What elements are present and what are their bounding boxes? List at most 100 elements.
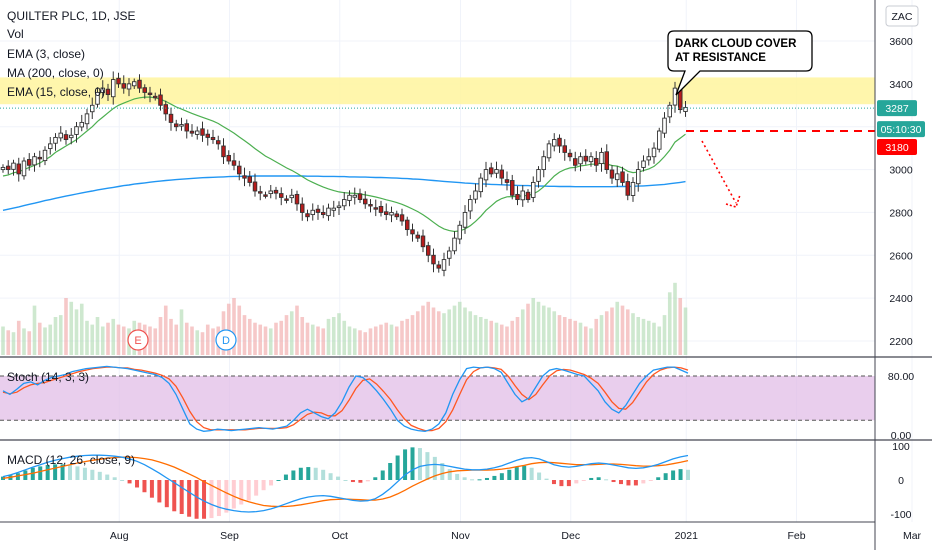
macd-histogram-bar bbox=[343, 480, 348, 481]
volume-bar bbox=[200, 332, 205, 355]
price-tick-label: 2800 bbox=[889, 207, 913, 219]
macd-histogram-bar bbox=[432, 456, 437, 480]
stoch-band bbox=[0, 376, 875, 421]
candle-body bbox=[310, 209, 316, 216]
volume-bar bbox=[646, 320, 651, 355]
volume-bar bbox=[394, 326, 399, 355]
volume-bar bbox=[158, 317, 163, 355]
candle-body bbox=[242, 175, 247, 179]
candle-body bbox=[620, 171, 625, 183]
macd-histogram-bar bbox=[90, 469, 95, 480]
volume-bar bbox=[673, 282, 677, 355]
volume-bar bbox=[583, 326, 588, 355]
macd-histogram-bar bbox=[105, 474, 110, 480]
volume-bar bbox=[90, 324, 95, 355]
volume-bar bbox=[163, 305, 168, 355]
volume-bar bbox=[531, 298, 536, 355]
volume-bar bbox=[358, 330, 362, 355]
dividend-marker[interactable] bbox=[215, 329, 237, 351]
volume-bars bbox=[1, 282, 688, 355]
candle-body bbox=[672, 87, 678, 106]
candle-body bbox=[168, 113, 174, 123]
volume-bar bbox=[111, 318, 116, 355]
stoch-tick-label: 0.00 bbox=[891, 430, 912, 442]
last-price-tag bbox=[877, 100, 917, 117]
volume-bar bbox=[11, 332, 16, 355]
candle-body bbox=[100, 87, 105, 93]
volume-bar bbox=[499, 324, 504, 355]
ma200-line bbox=[2, 175, 686, 211]
volume-bar bbox=[247, 318, 252, 355]
volume-bar bbox=[636, 317, 641, 355]
candle-body bbox=[541, 156, 547, 171]
volume-bar bbox=[48, 324, 53, 355]
earnings-marker[interactable] bbox=[127, 329, 149, 351]
candle-body bbox=[536, 169, 541, 182]
volume-bar bbox=[279, 320, 284, 355]
candle-body bbox=[21, 160, 27, 177]
volume-bar bbox=[85, 320, 89, 355]
candle-body bbox=[184, 123, 189, 132]
candle-body bbox=[588, 156, 594, 163]
legend-vol: Vol bbox=[7, 27, 24, 41]
level-price-tag bbox=[877, 139, 917, 155]
candle-body bbox=[53, 136, 58, 144]
volume-bar bbox=[242, 315, 247, 355]
annotation-callout[interactable]: DARK CLOUD COVER AT RESISTANCE bbox=[667, 30, 813, 96]
macd-histogram-bar bbox=[194, 480, 199, 519]
macd-histogram-bar bbox=[686, 469, 690, 480]
macd-histogram-bar bbox=[149, 480, 154, 498]
macd-histogram-bar bbox=[276, 480, 281, 481]
macd-histogram-bar bbox=[216, 480, 221, 517]
macd-histogram-bar bbox=[499, 473, 504, 480]
volume-bar bbox=[121, 326, 126, 355]
volume-bar bbox=[562, 317, 567, 355]
macd-tick-label: 0 bbox=[898, 475, 904, 487]
volume-bar bbox=[1, 326, 5, 355]
macd-histogram-bar bbox=[187, 480, 192, 517]
candle-body bbox=[37, 156, 43, 160]
candle-body bbox=[205, 133, 210, 138]
candle-body bbox=[68, 134, 74, 139]
annotation-bubble bbox=[667, 30, 813, 96]
volume-bar bbox=[195, 330, 200, 355]
volume-bar bbox=[100, 326, 105, 355]
macd-histogram-bar bbox=[45, 465, 50, 480]
macd-histogram-bar bbox=[30, 467, 35, 480]
volume-bar bbox=[436, 311, 441, 355]
candle-body bbox=[410, 229, 415, 235]
countdown-tag bbox=[877, 121, 925, 138]
candle-body bbox=[630, 181, 636, 196]
volume-bar bbox=[484, 318, 488, 355]
volume-bar bbox=[494, 322, 499, 355]
candle-body bbox=[95, 91, 100, 105]
volume-bar bbox=[552, 311, 557, 355]
macd-histogram-bar bbox=[425, 452, 430, 480]
candle-body bbox=[32, 156, 37, 166]
volume-bar bbox=[237, 305, 242, 355]
volume-bar bbox=[368, 328, 373, 355]
volume-bar bbox=[426, 301, 431, 355]
candle-body bbox=[552, 139, 557, 147]
currency-button[interactable] bbox=[885, 5, 919, 27]
volume-bar bbox=[520, 309, 525, 355]
macd-histogram-bar bbox=[611, 480, 616, 483]
volume-bar bbox=[489, 320, 494, 355]
macd-histogram-bar bbox=[172, 480, 177, 512]
macd-histogram-bar bbox=[574, 480, 579, 484]
candle-body bbox=[163, 104, 168, 115]
candle-body bbox=[5, 165, 11, 171]
time-tick-label: Mar bbox=[903, 530, 922, 542]
macd-histogram-bar bbox=[671, 470, 676, 480]
time-tick-label: Nov bbox=[451, 530, 470, 542]
volume-bar bbox=[526, 303, 530, 355]
macd-histogram-bar bbox=[581, 480, 586, 481]
candle-body bbox=[452, 237, 457, 252]
candle-body bbox=[557, 137, 562, 147]
candle-body bbox=[27, 159, 32, 166]
candle-body bbox=[657, 130, 662, 150]
candle-body bbox=[468, 199, 473, 212]
macd-tick-label: -100 bbox=[890, 509, 911, 521]
stoch-k-line bbox=[2, 365, 689, 432]
